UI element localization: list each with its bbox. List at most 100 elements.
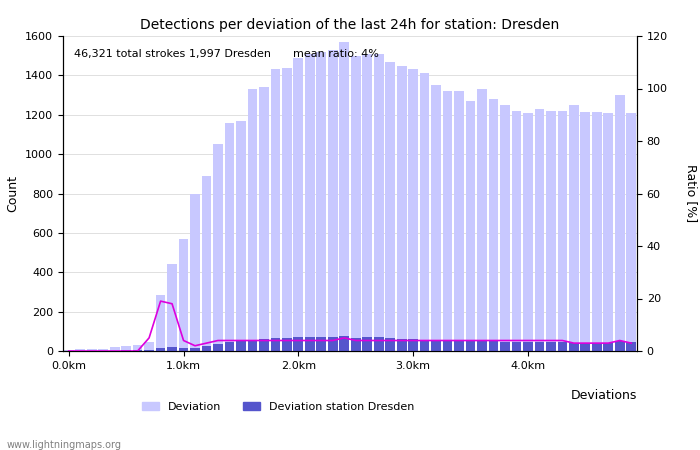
Bar xyxy=(328,50,337,351)
Bar xyxy=(385,62,395,351)
Bar xyxy=(178,239,188,351)
Text: mean ratio: 4%: mean ratio: 4% xyxy=(293,49,379,58)
Bar xyxy=(580,343,590,351)
Bar xyxy=(351,338,360,351)
Bar xyxy=(420,73,430,351)
Bar xyxy=(167,347,177,351)
Text: Deviations: Deviations xyxy=(570,389,637,402)
Bar xyxy=(615,341,624,351)
Bar xyxy=(569,343,579,351)
Bar xyxy=(512,111,522,351)
Bar xyxy=(293,58,303,351)
Bar xyxy=(248,89,258,351)
Bar xyxy=(500,342,510,351)
Bar xyxy=(282,68,292,351)
Bar xyxy=(512,342,522,351)
Bar xyxy=(236,341,246,351)
Bar xyxy=(489,341,498,351)
Bar xyxy=(305,54,315,351)
Bar xyxy=(248,340,258,351)
Bar xyxy=(557,111,567,351)
Bar xyxy=(442,341,452,351)
Bar xyxy=(133,345,143,351)
Bar xyxy=(454,91,464,351)
Bar xyxy=(121,346,131,351)
Bar xyxy=(305,337,315,351)
Bar xyxy=(293,337,303,351)
Bar xyxy=(167,265,177,351)
Bar xyxy=(466,341,475,351)
Bar xyxy=(98,349,108,351)
Bar xyxy=(363,54,372,351)
Text: www.lightningmaps.org: www.lightningmaps.org xyxy=(7,440,122,450)
Bar xyxy=(316,337,326,351)
Bar xyxy=(442,91,452,351)
Bar xyxy=(408,339,418,351)
Bar xyxy=(328,337,337,351)
Bar xyxy=(155,348,165,351)
Bar xyxy=(133,350,143,351)
Bar xyxy=(626,342,636,351)
Text: 1,997 Dresden: 1,997 Dresden xyxy=(189,49,272,58)
Bar xyxy=(603,113,613,351)
Bar xyxy=(202,176,211,351)
Bar xyxy=(523,342,533,351)
Bar xyxy=(523,113,533,351)
Bar xyxy=(592,343,602,351)
Bar xyxy=(110,347,120,351)
Bar xyxy=(144,350,154,351)
Bar xyxy=(546,342,556,351)
Bar xyxy=(385,338,395,351)
Bar xyxy=(397,339,407,351)
Bar xyxy=(363,337,372,351)
Bar xyxy=(76,349,85,351)
Bar xyxy=(431,340,441,351)
Bar xyxy=(225,122,235,351)
Y-axis label: Ratio [%]: Ratio [%] xyxy=(685,164,697,223)
Bar xyxy=(569,105,579,351)
Bar xyxy=(466,101,475,351)
Bar xyxy=(477,89,487,351)
Bar xyxy=(489,99,498,351)
Bar xyxy=(270,69,280,351)
Bar xyxy=(603,343,613,351)
Bar xyxy=(454,340,464,351)
Bar xyxy=(580,112,590,351)
Bar xyxy=(340,42,349,351)
Legend: Deviation, Deviation station Dresden: Deviation, Deviation station Dresden xyxy=(137,397,419,416)
Bar xyxy=(121,350,131,351)
Bar xyxy=(626,113,636,351)
Bar xyxy=(213,144,223,351)
Bar xyxy=(64,350,74,351)
Bar xyxy=(615,95,624,351)
Bar xyxy=(316,52,326,351)
Bar xyxy=(190,194,200,351)
Bar xyxy=(225,342,235,351)
Bar xyxy=(374,54,384,351)
Bar xyxy=(592,112,602,351)
Bar xyxy=(351,56,360,351)
Bar xyxy=(408,69,418,351)
Bar xyxy=(144,342,154,351)
Bar xyxy=(213,344,223,351)
Bar xyxy=(190,348,200,351)
Bar xyxy=(259,339,269,351)
Bar xyxy=(87,349,97,351)
Bar xyxy=(535,109,545,351)
Bar xyxy=(477,341,487,351)
Bar xyxy=(420,340,430,351)
Bar xyxy=(546,111,556,351)
Y-axis label: Count: Count xyxy=(6,175,20,212)
Bar xyxy=(282,338,292,351)
Bar xyxy=(270,338,280,351)
Title: Detections per deviation of the last 24h for station: Dresden: Detections per deviation of the last 24h… xyxy=(141,18,559,32)
Bar xyxy=(374,337,384,351)
Bar xyxy=(236,121,246,351)
Bar xyxy=(340,336,349,351)
Bar xyxy=(500,105,510,351)
Text: 46,321 total strokes: 46,321 total strokes xyxy=(74,49,186,58)
Bar xyxy=(535,342,545,351)
Bar xyxy=(155,295,165,351)
Bar xyxy=(557,342,567,351)
Bar xyxy=(397,66,407,351)
